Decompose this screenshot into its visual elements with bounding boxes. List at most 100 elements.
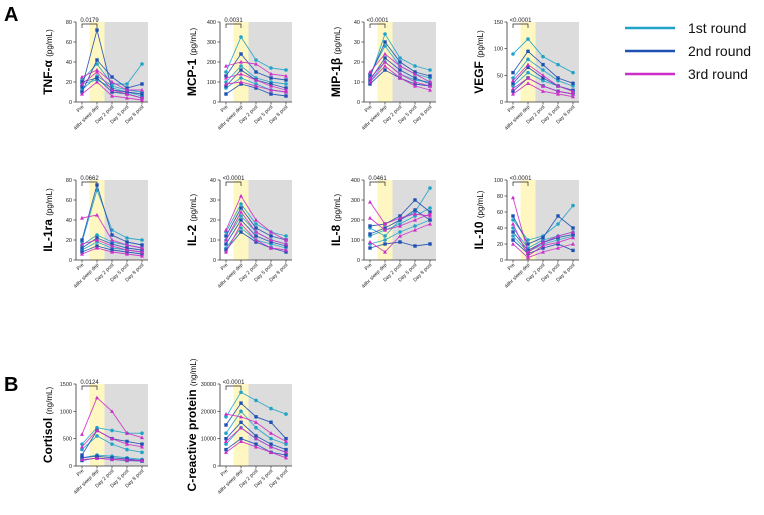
y-tick-label: 500 [63, 437, 72, 443]
p-value-label: <0.0001 [510, 176, 533, 182]
y-tick-label: 30 [354, 40, 360, 46]
data-point [110, 87, 114, 92]
y-tick-label: 300 [351, 198, 360, 204]
data-point [254, 436, 258, 441]
y-tick-label: 60 [66, 198, 72, 204]
data-point [269, 234, 273, 238]
y-axis-label-measure: IL-1ra [41, 216, 55, 252]
y-tick-label: 0 [500, 100, 503, 106]
y-tick-label: 0 [213, 258, 216, 264]
data-point [80, 91, 84, 96]
data-point [224, 227, 228, 232]
significance-bracket [369, 23, 386, 28]
y-axis-label-unit: (pg/mL) [333, 194, 342, 222]
data-point [224, 411, 228, 416]
data-point [284, 447, 288, 452]
data-point [398, 233, 402, 238]
x-tick-label: Pre [76, 104, 86, 114]
data-point [239, 409, 243, 414]
data-point [526, 70, 530, 75]
data-point [284, 94, 288, 98]
data-point [110, 442, 114, 446]
data-point [413, 208, 417, 212]
data-point [368, 199, 372, 204]
data-point [95, 58, 99, 62]
data-point [383, 249, 387, 254]
data-point [125, 242, 129, 247]
data-point [413, 71, 417, 76]
data-point [428, 68, 432, 72]
data-point [269, 436, 273, 441]
legend-label-1st-round: 1st round [688, 20, 746, 36]
data-point [526, 62, 530, 67]
data-point [511, 218, 515, 222]
data-point [125, 236, 129, 240]
data-point [254, 420, 258, 424]
data-point [284, 73, 288, 78]
data-point [428, 206, 432, 210]
data-point [526, 81, 530, 85]
data-point [110, 90, 114, 94]
data-point [224, 447, 228, 452]
p-value-label: 0.0179 [80, 18, 99, 24]
data-point [398, 230, 402, 234]
y-tick-label: 60 [66, 40, 72, 46]
y-axis-label-measure: MIP-1β [329, 54, 343, 97]
data-point [571, 229, 575, 234]
y-axis-label-unit: (pg/mL) [45, 29, 54, 57]
data-point [284, 439, 288, 443]
data-point [95, 237, 99, 242]
data-point [254, 415, 258, 419]
y-axis-label-unit: (pg/mL) [45, 188, 54, 216]
x-tick-label: Pre [364, 104, 374, 114]
data-point [541, 68, 545, 72]
data-point [398, 68, 402, 72]
data-point [140, 458, 144, 463]
data-point [239, 401, 243, 405]
data-point [239, 439, 243, 443]
data-point [224, 431, 228, 436]
data-point [571, 91, 575, 96]
data-point [284, 247, 288, 252]
data-point [95, 428, 99, 433]
data-point [239, 230, 243, 234]
data-point [284, 82, 288, 86]
data-point [526, 57, 530, 62]
data-point [526, 249, 530, 254]
data-point [284, 453, 288, 457]
significance-bracket [225, 181, 242, 186]
data-point [511, 52, 515, 56]
data-point [110, 75, 114, 79]
data-point [571, 70, 575, 75]
data-point [269, 237, 273, 242]
data-point [95, 395, 99, 400]
data-point [368, 239, 372, 244]
data-point [254, 425, 258, 430]
data-point [511, 86, 515, 91]
data-point [413, 83, 417, 88]
data-point [254, 86, 258, 90]
data-point [556, 91, 560, 96]
legend-label-2nd-round: 2nd round [688, 43, 751, 59]
data-point [398, 240, 402, 244]
data-point [239, 52, 243, 56]
data-point [556, 76, 560, 80]
data-point [140, 431, 144, 436]
data-point [428, 211, 432, 216]
data-point [413, 64, 417, 68]
data-point [541, 249, 545, 254]
data-point [224, 92, 228, 96]
data-point [254, 240, 258, 244]
p-value-label: <0.0001 [223, 380, 246, 386]
data-point [140, 249, 144, 254]
data-point [398, 63, 402, 68]
data-point [254, 434, 258, 438]
sleep-dep-highlight [89, 384, 105, 466]
data-point [125, 447, 129, 452]
data-point [95, 67, 99, 72]
data-point [80, 215, 84, 220]
